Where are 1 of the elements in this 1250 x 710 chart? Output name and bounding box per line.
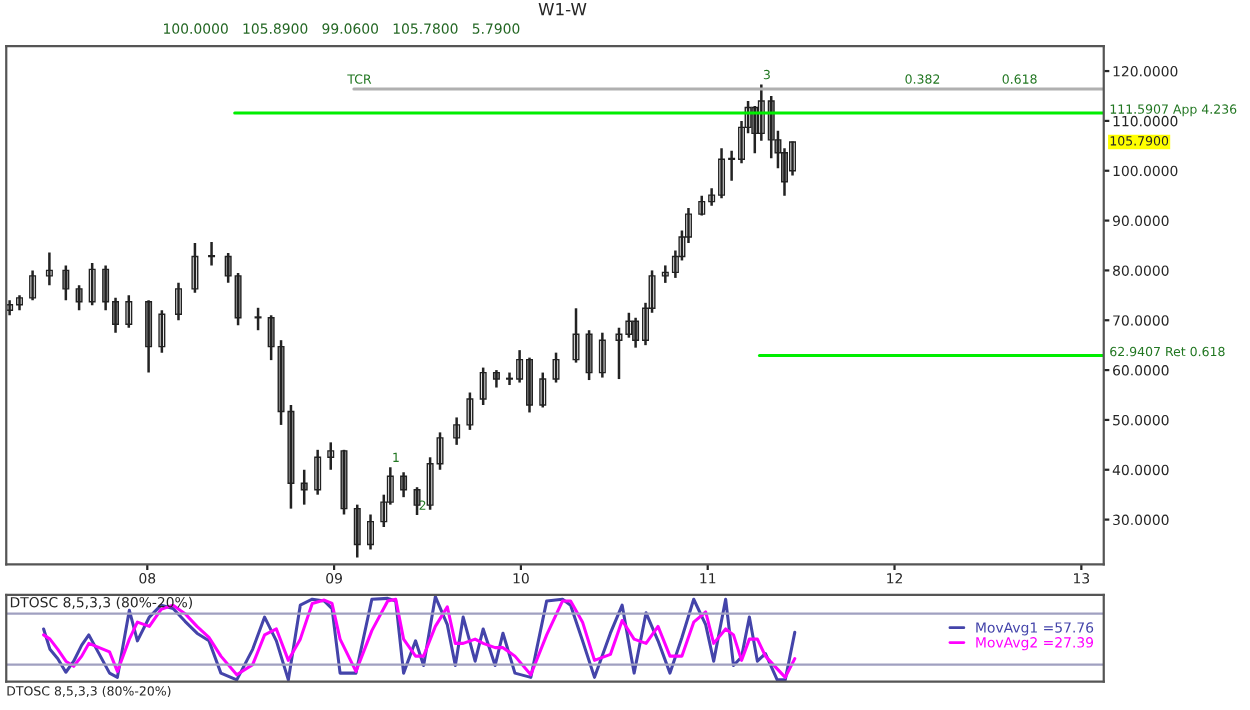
chart-title: W1-W bbox=[538, 3, 587, 16]
